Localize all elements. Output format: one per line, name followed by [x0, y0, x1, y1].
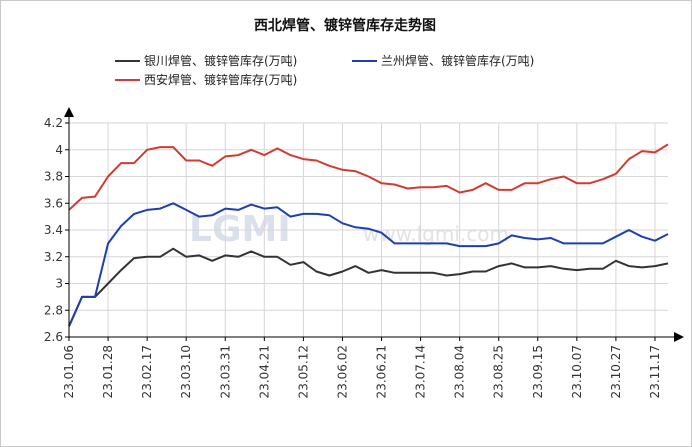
- legend-label-lanzhou: 兰州焊管、镀锌管库存(万吨): [381, 53, 534, 68]
- x-tick-label: 23.06.21: [375, 345, 389, 398]
- axis-layer: 2.6 2.8 3 3.2 3.4 3.6 3.8 4 4.2 23.01.06 23.01.28 2…: [44, 107, 684, 398]
- x-tick-label: 23.05.12: [296, 345, 310, 398]
- grid-layer: [68, 122, 668, 337]
- x-tick-label: 23.01.28: [101, 345, 115, 398]
- x-tick-label: 23.08.04: [453, 345, 467, 398]
- series-layer: [68, 143, 669, 327]
- y-tick-label: 3.2: [44, 250, 63, 264]
- x-tick-label: 23.06.02: [335, 345, 349, 398]
- series-line-yinchuan: [68, 247, 669, 327]
- legend: 银川焊管、镀锌管库存(万吨) 兰州焊管、镀锌管库存(万吨) 西安焊管、镀锌管库存…: [115, 53, 534, 87]
- x-tick-label: 23.04.21: [257, 345, 271, 398]
- y-tick-label: 3.8: [44, 170, 63, 184]
- x-tick-label: 23.08.25: [492, 345, 506, 398]
- y-tick-label: 3.6: [44, 196, 63, 210]
- legend-label-xian: 西安焊管、镀锌管库存(万吨): [144, 72, 297, 87]
- x-tick-label: 23.03.31: [218, 345, 232, 398]
- legend-label-yinchuan: 银川焊管、镀锌管库存(万吨): [144, 53, 297, 68]
- x-tick-label: 23.01.06: [62, 345, 76, 398]
- series-line-lanzhou: [68, 202, 669, 327]
- x-tick-label: 23.02.17: [140, 345, 154, 398]
- y-tick-label: 3.4: [44, 223, 63, 237]
- watermark-url: www.lgmi.com: [363, 222, 509, 246]
- x-tick-label: 23.10.27: [609, 345, 623, 398]
- x-tick-label: 23.11.17: [648, 345, 662, 398]
- x-tick-label: 23.03.10: [179, 345, 193, 398]
- series-line-xian: [68, 143, 669, 211]
- x-tick-label: 23.07.14: [414, 345, 428, 398]
- y-tick-label: 4.2: [44, 116, 63, 130]
- y-tick-label: 4: [55, 143, 63, 157]
- x-tick-label: 23.10.07: [570, 345, 584, 398]
- y-tick-label: 2.8: [44, 303, 63, 317]
- chart-title: 西北焊管、镀锌管库存走势图: [254, 17, 436, 34]
- x-tick-label: 23.09.15: [531, 345, 545, 398]
- y-tick-label: 3: [55, 277, 63, 291]
- y-axis-arrow: [64, 107, 74, 117]
- y-tick-label: 2.6: [44, 330, 63, 344]
- x-axis-arrow: [674, 332, 684, 342]
